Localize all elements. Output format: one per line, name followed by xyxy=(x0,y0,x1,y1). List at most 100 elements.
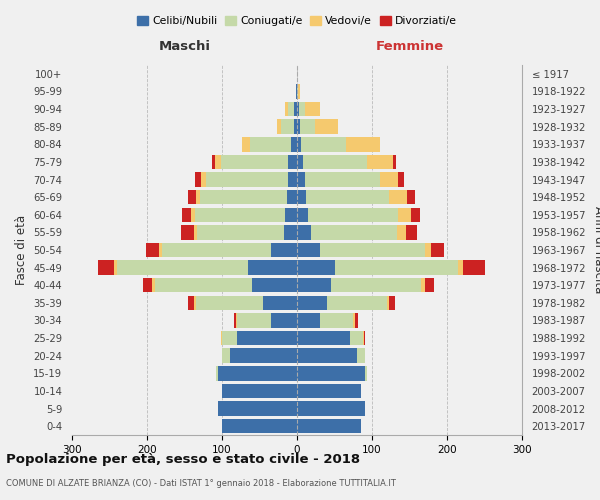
Bar xyxy=(297,84,298,98)
Bar xyxy=(458,260,463,275)
Bar xyxy=(297,314,320,328)
Bar xyxy=(363,331,364,345)
Bar xyxy=(305,102,320,117)
Bar xyxy=(162,243,271,257)
Bar xyxy=(346,137,380,152)
Bar xyxy=(425,243,431,257)
Bar xyxy=(297,419,361,434)
Bar xyxy=(431,243,444,257)
Bar xyxy=(237,314,271,328)
Bar xyxy=(155,278,252,292)
Bar xyxy=(252,278,297,292)
Bar xyxy=(114,260,117,275)
Bar xyxy=(297,137,301,152)
Bar xyxy=(195,172,201,186)
Bar xyxy=(195,208,285,222)
Bar xyxy=(236,314,237,328)
Bar xyxy=(288,102,294,117)
Bar xyxy=(425,278,433,292)
Bar xyxy=(288,172,297,186)
Bar xyxy=(308,208,398,222)
Bar xyxy=(297,366,365,380)
Bar xyxy=(355,314,358,328)
Bar xyxy=(297,154,303,169)
Bar xyxy=(191,208,195,222)
Bar xyxy=(389,190,407,204)
Bar xyxy=(218,366,297,380)
Bar xyxy=(277,120,281,134)
Bar xyxy=(205,172,288,186)
Bar xyxy=(407,190,415,204)
Bar xyxy=(297,120,300,134)
Bar xyxy=(248,260,297,275)
Bar xyxy=(387,296,389,310)
Bar xyxy=(143,278,152,292)
Bar xyxy=(297,296,327,310)
Bar xyxy=(263,296,297,310)
Text: COMUNE DI ALZATE BRIANZA (CO) - Dati ISTAT 1° gennaio 2018 - Elaborazione TUTTIT: COMUNE DI ALZATE BRIANZA (CO) - Dati IST… xyxy=(6,479,396,488)
Bar xyxy=(297,331,349,345)
Bar xyxy=(398,172,404,186)
Bar xyxy=(152,278,155,292)
Bar xyxy=(197,225,284,240)
Bar xyxy=(285,208,297,222)
Text: Maschi: Maschi xyxy=(158,40,211,52)
Bar xyxy=(398,208,411,222)
Bar xyxy=(285,102,288,117)
Bar xyxy=(406,225,417,240)
Y-axis label: Anni di nascita: Anni di nascita xyxy=(592,206,600,294)
Bar xyxy=(331,278,421,292)
Bar xyxy=(97,260,114,275)
Bar xyxy=(221,331,222,345)
Bar xyxy=(299,102,305,117)
Bar xyxy=(117,260,248,275)
Bar xyxy=(271,243,297,257)
Bar xyxy=(188,190,196,204)
Bar xyxy=(242,137,250,152)
Bar xyxy=(229,348,297,363)
Bar xyxy=(297,348,357,363)
Bar xyxy=(298,84,300,98)
Text: Popolazione per età, sesso e stato civile - 2018: Popolazione per età, sesso e stato civil… xyxy=(6,452,360,466)
Bar xyxy=(393,154,396,169)
Bar xyxy=(305,172,380,186)
Bar xyxy=(463,260,485,275)
Bar xyxy=(201,172,205,186)
Bar xyxy=(212,154,215,169)
Bar xyxy=(297,225,311,240)
Bar xyxy=(301,137,346,152)
Bar xyxy=(218,402,297,416)
Bar xyxy=(288,154,297,169)
Bar xyxy=(411,208,420,222)
Bar xyxy=(188,296,194,310)
Bar xyxy=(237,331,297,345)
Bar xyxy=(291,137,297,152)
Bar xyxy=(315,120,337,134)
Bar xyxy=(284,225,297,240)
Bar xyxy=(353,314,355,328)
Bar xyxy=(297,243,320,257)
Bar xyxy=(335,260,458,275)
Bar xyxy=(250,137,291,152)
Bar xyxy=(182,208,191,222)
Bar xyxy=(320,243,425,257)
Bar xyxy=(311,225,397,240)
Bar xyxy=(222,331,237,345)
Y-axis label: Fasce di età: Fasce di età xyxy=(14,215,28,285)
Bar xyxy=(297,260,335,275)
Bar xyxy=(349,331,363,345)
Bar xyxy=(296,84,297,98)
Bar xyxy=(294,102,297,117)
Bar xyxy=(200,190,287,204)
Bar xyxy=(271,314,297,328)
Bar xyxy=(297,278,331,292)
Bar xyxy=(146,243,159,257)
Bar xyxy=(215,154,221,169)
Bar xyxy=(397,225,406,240)
Bar xyxy=(159,243,162,257)
Bar xyxy=(181,225,194,240)
Bar xyxy=(281,120,294,134)
Bar xyxy=(287,190,297,204)
Bar xyxy=(389,296,395,310)
Bar xyxy=(297,384,361,398)
